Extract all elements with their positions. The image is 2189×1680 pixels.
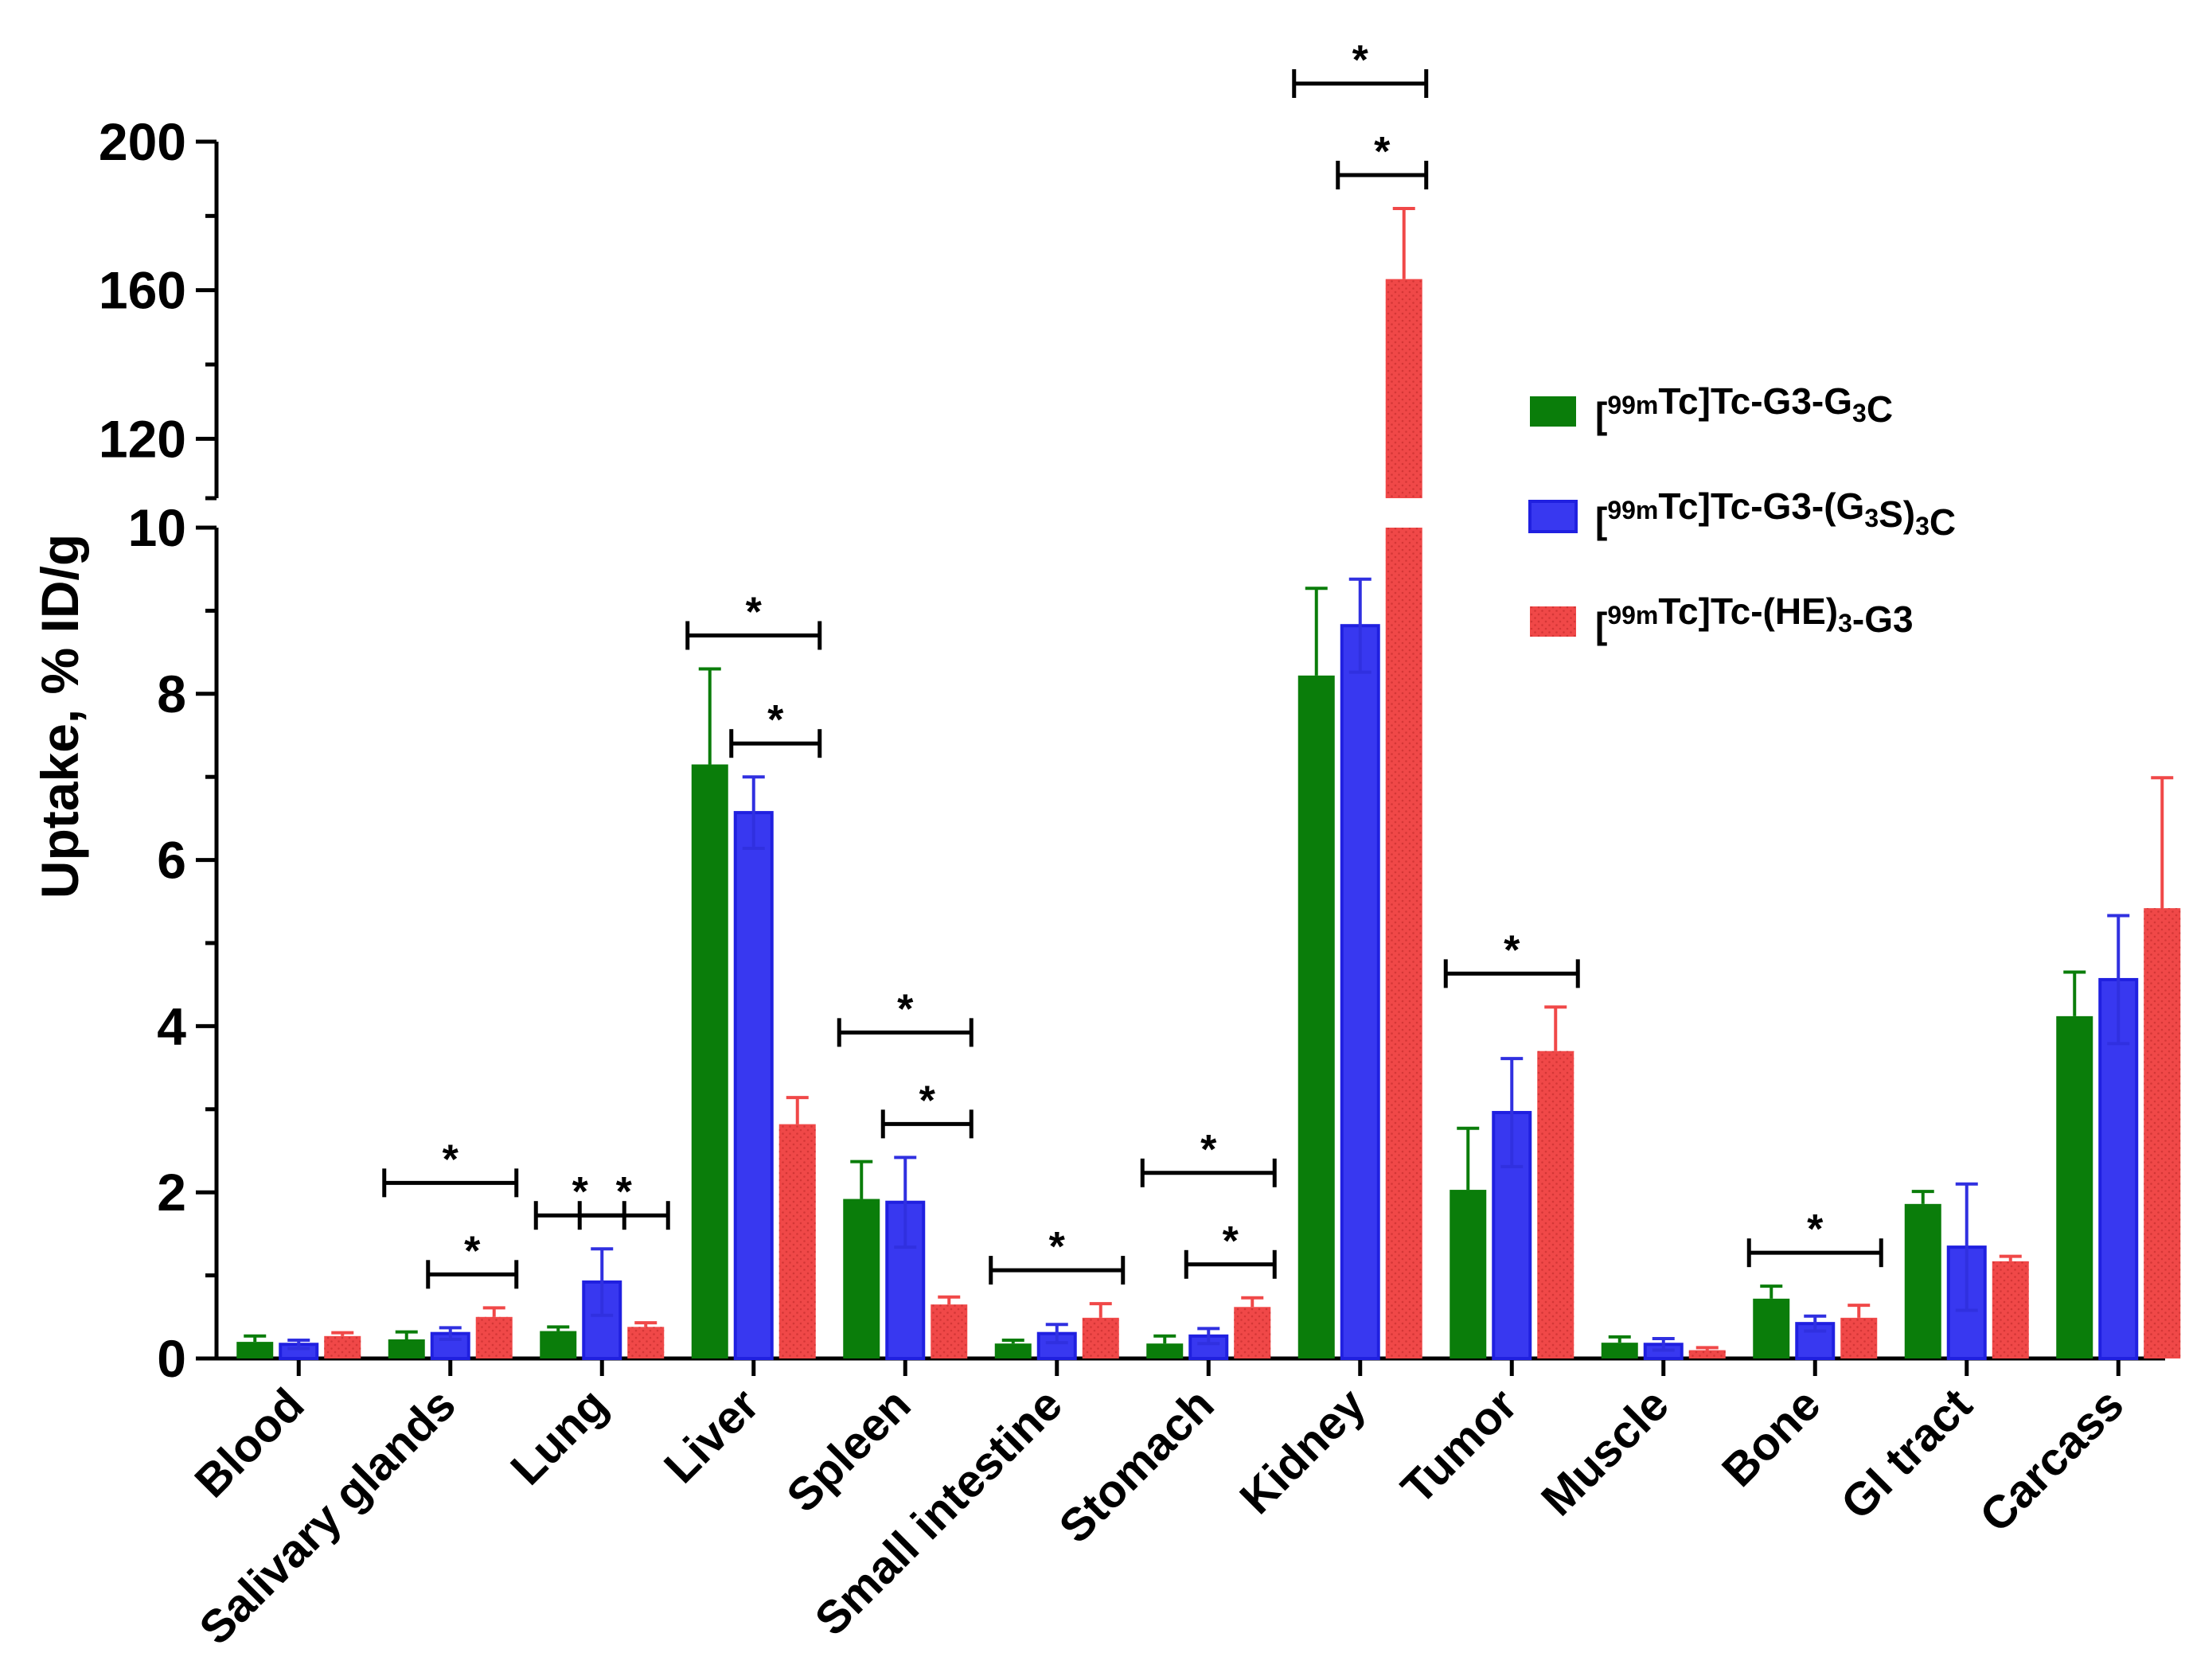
legend-label: [99mTc]Tc-G3-(G3S)3C: [1595, 485, 1956, 543]
x-tick-label: Bone: [1712, 1378, 1830, 1496]
significance-star: *: [1200, 1127, 1217, 1173]
legend-label-part: Tc]Tc-G3-(G: [1658, 485, 1864, 527]
bar-texture: [778, 1124, 816, 1358]
bar-texture: [931, 1304, 968, 1358]
y-tick-label: 160: [99, 261, 186, 320]
x-tick-label: Tumor: [1391, 1378, 1528, 1514]
y-tick-label: 6: [157, 831, 186, 890]
bar: [2056, 1015, 2093, 1358]
legend-label: [99mTc]Tc-(HE)3-G3: [1595, 591, 1914, 646]
bar-texture: [1234, 1307, 1271, 1358]
legend-label-part: C: [1930, 501, 1956, 543]
x-tick-label: Lung: [501, 1378, 617, 1495]
legend-label-part: 3: [1864, 504, 1879, 532]
significance-star: *: [443, 1136, 459, 1183]
legend-swatch: [1528, 500, 1578, 533]
y-tick-label: 200: [99, 112, 186, 171]
legend-label: [99mTc]Tc-G3-G3C: [1595, 380, 1893, 436]
bar: [1601, 1343, 1638, 1358]
significance-star: *: [616, 1169, 633, 1215]
x-tick-label: Carcass: [1970, 1378, 2134, 1542]
bar: [691, 764, 728, 1358]
bar: [540, 1331, 577, 1358]
legend-label-part: 3: [1852, 399, 1867, 427]
significance-star: *: [919, 1078, 936, 1124]
bar: [1297, 675, 1335, 1358]
legend-label-part: Tc]Tc-(HE): [1658, 591, 1838, 632]
legend-label-part: [: [1595, 395, 1607, 436]
y-tick-label: 2: [157, 1163, 186, 1222]
legend: [99mTc]Tc-G3-G3C[99mTc]Tc-G3-(G3S)3C[99m…: [1528, 380, 1956, 646]
bar: [733, 811, 774, 1360]
legend-swatch-texture: [1530, 606, 1576, 637]
legend-label-part: C: [1867, 388, 1893, 430]
bar: [1146, 1343, 1184, 1358]
x-tick-label: Muscle: [1532, 1378, 1679, 1526]
bar-texture: [1385, 279, 1422, 498]
significance-star: *: [1374, 129, 1391, 175]
bar-texture: [1082, 1317, 1119, 1358]
x-tick-label: Liver: [654, 1378, 769, 1493]
bar-texture: [627, 1327, 665, 1358]
legend-label-part: 99m: [1607, 601, 1658, 630]
bar: [843, 1199, 880, 1358]
y-axis-title: Uptake, % ID/g: [30, 534, 89, 898]
legend-label-part: 3: [1838, 609, 1852, 637]
bar: [1340, 624, 1380, 1360]
bar-texture: [1385, 528, 1422, 1358]
significance-star: *: [1504, 927, 1520, 973]
legend-swatch: [1530, 396, 1576, 427]
significance-star: *: [1352, 37, 1369, 84]
bar: [1450, 1190, 1487, 1358]
bar-texture: [2144, 908, 2181, 1358]
y-tick-label: 120: [99, 409, 186, 468]
legend-label-part: [: [1595, 500, 1607, 541]
bar-texture: [475, 1316, 513, 1358]
bar: [236, 1342, 274, 1358]
y-tick-label: 4: [157, 996, 186, 1055]
legend-label-part: -G3: [1852, 598, 1914, 640]
x-tick-label: GI tract: [1831, 1378, 1982, 1530]
x-tick-label: Blood: [185, 1378, 314, 1507]
x-tick-label: Kidney: [1230, 1378, 1375, 1524]
significance-star: *: [1807, 1206, 1824, 1253]
significance-star: *: [1049, 1224, 1066, 1270]
bar-texture: [1537, 1050, 1574, 1358]
significance-star: *: [464, 1228, 481, 1274]
significance-star: *: [1223, 1218, 1239, 1265]
bar: [388, 1339, 425, 1358]
y-tick-label: 8: [157, 665, 186, 723]
significance-star: *: [746, 589, 763, 635]
bar: [1904, 1203, 1941, 1358]
axes: 0 2 4 6 8 10 120 160 200 Uptake, % ID/g BloodSaliv…: [30, 112, 2165, 1655]
legend-label-part: 99m: [1607, 391, 1658, 419]
legend-label-part: [: [1595, 605, 1607, 646]
y-tick-label: 0: [157, 1329, 186, 1388]
legend-label-part: Tc]Tc-G3-G: [1658, 380, 1852, 422]
bar-texture: [324, 1335, 361, 1358]
significance-star: *: [767, 697, 784, 743]
bar-texture: [1840, 1317, 1878, 1358]
significance-star: *: [897, 986, 914, 1032]
significance-markers: *** ************: [382, 37, 1883, 1289]
legend-label-part: 99m: [1607, 496, 1658, 524]
legend-label-part: S): [1879, 493, 1915, 535]
x-tick-label: Spleen: [777, 1378, 920, 1522]
x-tick-label: Salivary glands: [189, 1378, 466, 1655]
x-tick-label: Stomach: [1049, 1378, 1223, 1553]
bars: [236, 207, 2181, 1361]
bar: [1753, 1298, 1790, 1358]
significance-star: *: [572, 1169, 589, 1215]
bar-texture: [1688, 1350, 1726, 1358]
bar-texture: [1992, 1261, 2029, 1358]
legend-label-part: 3: [1915, 512, 1930, 540]
y-tick-label: 10: [128, 498, 186, 557]
bar: [994, 1343, 1032, 1358]
